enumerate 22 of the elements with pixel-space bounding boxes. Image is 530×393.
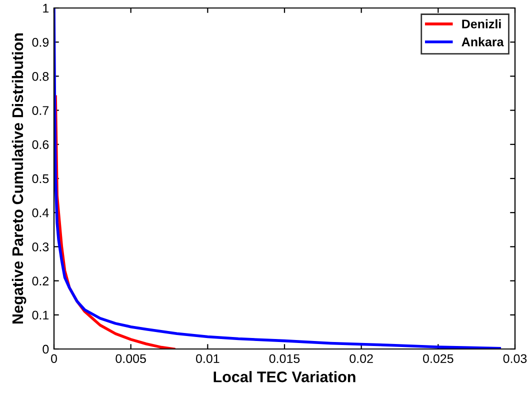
x-tick-label: 0.01 — [196, 354, 220, 364]
y-tick-label: 0.3 — [32, 242, 49, 252]
y-tick-label: 0.8 — [32, 72, 49, 81]
x-tick-label: 0.02 — [350, 354, 373, 364]
y-tick-label: 0.9 — [32, 38, 49, 47]
y-tick-label: 0.6 — [32, 140, 49, 150]
y-tick-label: 0.1 — [32, 310, 49, 320]
x-tick-label: 0.015 — [269, 354, 300, 364]
y-tick-label: 0 — [42, 344, 49, 354]
legend-label: Denizli — [462, 19, 501, 28]
legend-label: Ankara — [462, 37, 504, 46]
y-tick-label: 0.4 — [32, 208, 49, 218]
y-tick-label: 0.7 — [32, 106, 49, 115]
x-axis-title: Local TEC Variation — [214, 371, 356, 382]
x-tick-label: 0.005 — [116, 354, 146, 364]
y-tick-label: 1 — [43, 4, 49, 13]
y-tick-label: 0.2 — [32, 276, 49, 286]
x-tick-label: 0.025 — [423, 354, 454, 364]
y-axis-title: Negative Pareto Cumulative Distribution — [12, 33, 26, 324]
x-tick-label: 0 — [51, 354, 57, 364]
y-tick-label: 0.5 — [32, 174, 49, 184]
x-tick-label: 0.03 — [503, 354, 527, 364]
